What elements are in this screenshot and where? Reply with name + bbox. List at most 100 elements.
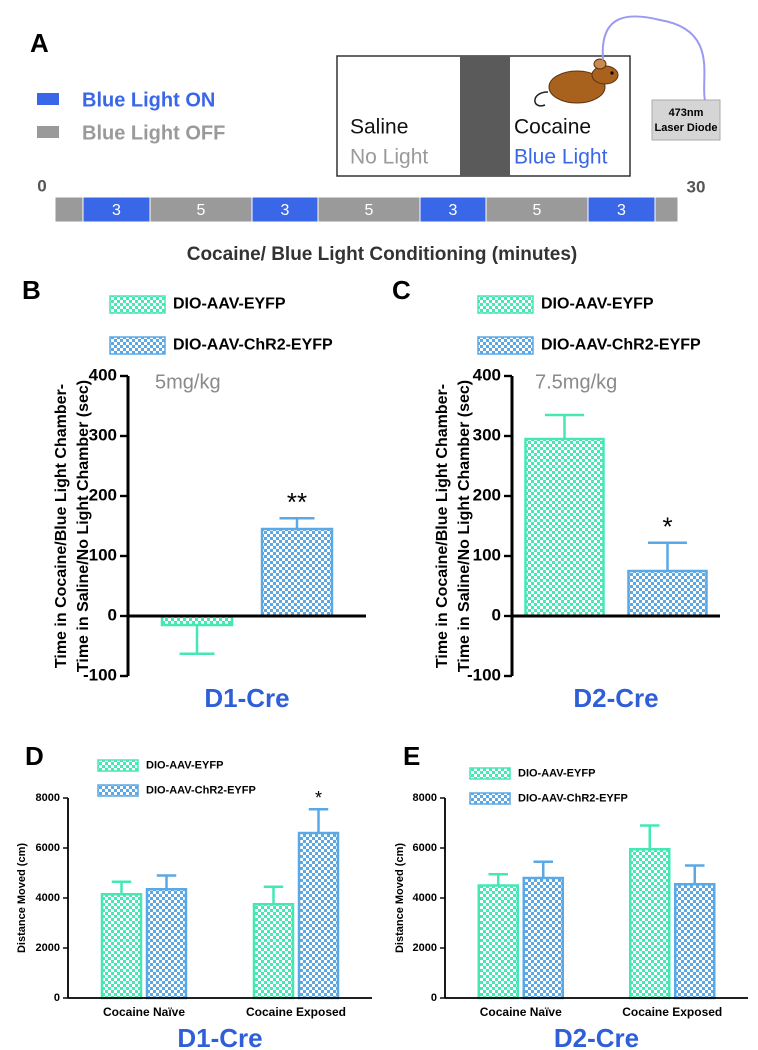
- y-tick-label: 0: [431, 992, 437, 1004]
- bar: [145, 888, 188, 1000]
- bar: [477, 884, 519, 1000]
- y-axis-label: Time in Saline/No Light Chamber (sec): [75, 380, 92, 672]
- y-axis-label: Distance Moved (cm): [394, 843, 406, 953]
- laser-text: Laser Diode: [655, 122, 718, 134]
- significance-label: *: [662, 511, 672, 541]
- y-tick-label: 200: [473, 485, 501, 504]
- timeline-label: 5: [365, 202, 374, 219]
- y-tick-label: 100: [89, 545, 117, 564]
- timeline-segment: [587, 196, 656, 223]
- legend-text: DIO-AAV-EYFP: [173, 296, 286, 313]
- dose-label: 5mg/kg: [155, 371, 221, 393]
- panel-label: D: [25, 741, 44, 771]
- legend-text: DIO-AAV-ChR2-EYFP: [146, 784, 256, 796]
- x-axis-label: D1-Cre: [177, 1023, 262, 1050]
- significance-label: *: [315, 788, 322, 808]
- x-tick-label: Cocaine Exposed: [246, 1005, 346, 1019]
- x-axis-label: D2-Cre: [554, 1023, 639, 1050]
- legend-text: DIO-AAV-EYFP: [518, 767, 595, 779]
- y-tick-label: 4000: [413, 892, 437, 904]
- timeline-segment: [485, 196, 589, 223]
- panel-label: C: [392, 275, 411, 305]
- legend-text: DIO-AAV-EYFP: [146, 759, 223, 771]
- panel-label: B: [22, 275, 41, 305]
- bar: [627, 569, 708, 618]
- laser-text: 473nm: [669, 107, 704, 119]
- y-tick-label: -100: [467, 665, 501, 684]
- chamber-text: Saline: [350, 116, 408, 139]
- y-tick-label: 6000: [36, 842, 60, 854]
- y-tick-label: 300: [473, 425, 501, 444]
- timeline-label: 3: [617, 202, 626, 219]
- y-tick-label: 100: [473, 545, 501, 564]
- bar: [674, 883, 716, 1000]
- laser-box: [651, 99, 721, 141]
- timeline-label: 5: [197, 202, 206, 219]
- panel-label: A: [30, 28, 49, 58]
- legend-swatch: [477, 336, 534, 355]
- legend-swatch: [109, 336, 166, 355]
- timeline-segment: [54, 196, 84, 223]
- legend-swatch: [477, 295, 534, 314]
- chamber-text: No Light: [350, 146, 428, 169]
- y-tick-label: 8000: [36, 792, 60, 804]
- y-axis-label: Time in Saline/No Light Chamber (sec): [456, 380, 473, 672]
- y-axis-label: Distance Moved (cm): [16, 843, 28, 953]
- y-tick-label: 400: [89, 365, 117, 384]
- x-tick-label: Cocaine Exposed: [622, 1005, 722, 1019]
- legend-swatch: [469, 792, 511, 805]
- y-tick-label: 300: [89, 425, 117, 444]
- timeline-segment: [149, 196, 253, 223]
- y-tick-label: 0: [492, 605, 501, 624]
- y-axis-label: Time in Cocaine/Blue Light Chamber-: [434, 384, 451, 668]
- legend-text: DIO-AAV-ChR2-EYFP: [173, 337, 333, 354]
- y-tick-label: 2000: [413, 942, 437, 954]
- mouse-icon: [534, 58, 619, 107]
- y-tick-label: 4000: [36, 892, 60, 904]
- legend-swatch: [97, 784, 139, 797]
- bar: [524, 437, 605, 618]
- timeline-label: 3: [449, 202, 458, 219]
- bar: [100, 893, 143, 1000]
- bar: [252, 903, 295, 1000]
- y-tick-label: 400: [473, 365, 501, 384]
- bar: [260, 527, 334, 618]
- y-tick-label: 200: [89, 485, 117, 504]
- legend-text: Blue Light ON: [82, 89, 215, 111]
- bar: [297, 831, 340, 1000]
- timeline-label: 3: [112, 202, 121, 219]
- y-tick-label: -100: [83, 665, 117, 684]
- x-tick-label: Cocaine Naïve: [480, 1005, 562, 1019]
- timeline-label: 5: [533, 202, 542, 219]
- y-tick-label: 0: [108, 605, 117, 624]
- optic-fiber: [601, 15, 706, 101]
- chamber-divider: [460, 56, 510, 176]
- timeline-segment: [654, 196, 679, 223]
- legend-text: DIO-AAV-EYFP: [541, 296, 654, 313]
- y-tick-label: 8000: [413, 792, 437, 804]
- timeline-start: 0: [37, 176, 46, 195]
- legend-swatch: [37, 126, 59, 138]
- x-axis-label: D1-Cre: [204, 683, 289, 713]
- legend-swatch: [109, 295, 166, 314]
- timeline-label: 3: [281, 202, 290, 219]
- y-tick-label: 2000: [36, 942, 60, 954]
- legend-swatch: [97, 759, 139, 772]
- legend-swatch: [469, 767, 511, 780]
- panel-label: E: [403, 741, 420, 771]
- dose-label: 7.5mg/kg: [535, 371, 617, 393]
- x-tick-label: Cocaine Naïve: [103, 1005, 185, 1019]
- bar: [522, 876, 564, 1000]
- y-tick-label: 6000: [413, 842, 437, 854]
- chamber-text: Blue Light: [514, 146, 608, 169]
- chamber-text: Cocaine: [514, 116, 591, 139]
- y-axis-label: Time in Cocaine/Blue Light Chamber-: [53, 384, 70, 668]
- legend-swatch: [37, 93, 59, 105]
- significance-label: **: [287, 487, 307, 517]
- x-axis-label: D2-Cre: [573, 683, 658, 713]
- bar: [629, 848, 671, 1000]
- legend-text: DIO-AAV-ChR2-EYFP: [518, 792, 628, 804]
- timeline-end: 30: [687, 177, 706, 196]
- legend-text: DIO-AAV-ChR2-EYFP: [541, 337, 701, 354]
